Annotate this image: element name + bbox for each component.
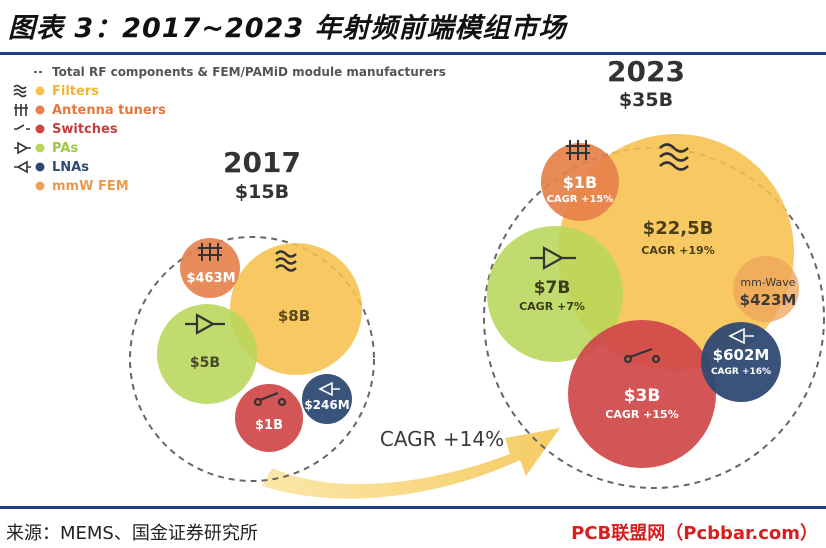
- pa-triangle-icon: [530, 246, 576, 270]
- value-2023-switches: $3B: [624, 386, 661, 406]
- lna-triangle-icon: [318, 381, 340, 397]
- legend-swatch-mmw: [35, 181, 45, 191]
- cagr-2023-antenna: CAGR +15%: [547, 194, 614, 205]
- legend-item-lnas: LNAs: [14, 160, 89, 175]
- legend-item-mmw: mmW FEM: [35, 179, 129, 194]
- lna-triangle-icon: [728, 327, 754, 345]
- pa-triangle-icon: [185, 313, 225, 335]
- legend-swatch-pas: [35, 143, 45, 153]
- switch-icon: [14, 124, 30, 130]
- title-bar: 图表 3：2017~2023 年射频前端模组市场: [0, 0, 826, 55]
- watermark: PCB联盟网（Pcbbar.com）: [571, 523, 818, 544]
- antenna-tuner-icon: [198, 243, 222, 261]
- value-2023-mmw: $423M: [740, 291, 797, 309]
- source-note: 来源：MEMS、国金证券研究所: [6, 523, 258, 544]
- legend-label-switches: Switches: [52, 122, 118, 137]
- value-2017-switches: $1B: [255, 418, 283, 433]
- legend-label-lnas: LNAs: [52, 160, 89, 175]
- year-2017-label: 2017: [223, 146, 301, 179]
- bubble-2023-lnas: [701, 322, 781, 402]
- bubble-2017-antenna: [180, 238, 240, 298]
- total-2017-label: $15B: [235, 181, 289, 203]
- switch-icon: [253, 391, 287, 407]
- legend-label-pas: PAs: [52, 141, 78, 156]
- legend-swatch-lnas: [35, 162, 45, 172]
- cagr-2023-filters: CAGR +19%: [641, 244, 714, 257]
- bubble-2017-lnas: [302, 374, 352, 424]
- legend-swatch-antenna: [35, 105, 45, 115]
- legend-label-total: Total RF components & FEM/PAMiD module m…: [52, 65, 446, 79]
- chart-area: CAGR +14% Total RF components & FEM/PAMi…: [0, 55, 826, 508]
- value-2023-lnas: $602M: [713, 346, 770, 364]
- label-2023-mmw: mm-Wave: [740, 276, 795, 289]
- total-2017-outline: [129, 236, 375, 482]
- value-2017-antenna: $463M: [186, 271, 235, 286]
- overall-cagr-label: CAGR +14%: [380, 427, 504, 451]
- total-2023-outline: [483, 147, 825, 489]
- bubble-2023-antenna: [541, 143, 619, 221]
- legend-item-switches: Switches: [14, 122, 118, 137]
- value-2017-filters: $8B: [278, 307, 310, 325]
- lna-triangle-icon: [14, 160, 31, 174]
- growth-arrow: [262, 428, 560, 499]
- value-2023-pas: $7B: [534, 278, 571, 298]
- page-title: 图表 3：2017~2023 年射频前端模组市场: [8, 13, 567, 44]
- bubble-2017-pas: [157, 304, 257, 404]
- value-2017-lnas: $246M: [304, 398, 349, 412]
- legend-label-filters: Filters: [52, 84, 99, 99]
- value-2023-filters: $22,5B: [643, 218, 714, 239]
- bubble-2023-pas: [487, 226, 623, 362]
- bubble-chart: CAGR +14% Total RF components & FEM/PAMi…: [13, 55, 825, 499]
- legend-swatch-switches: [35, 124, 45, 134]
- filter-wave-icon: [13, 84, 27, 98]
- pa-triangle-icon: [14, 141, 31, 155]
- legend-label-antenna: Antenna tuners: [52, 103, 166, 118]
- total-2023-label: $35B: [619, 89, 673, 111]
- value-2023-antenna: $1B: [563, 173, 597, 192]
- cagr-2023-switches: CAGR +15%: [605, 408, 678, 421]
- legend: Total RF components & FEM/PAMiD module m…: [13, 65, 446, 194]
- legend-item-pas: PAs: [14, 141, 78, 156]
- filter-wave-icon: [275, 250, 297, 272]
- legend-item-filters: Filters: [13, 84, 99, 99]
- year-2023-label: 2023: [607, 56, 685, 88]
- legend-item-total: Total RF components & FEM/PAMiD module m…: [34, 65, 446, 79]
- footer: 来源：MEMS、国金证券研究所 PCB联盟网（Pcbbar.com）: [0, 506, 826, 548]
- filter-wave-icon: [659, 143, 689, 171]
- legend-label-mmw: mmW FEM: [52, 179, 129, 194]
- bubble-2017-switches: [235, 384, 303, 452]
- antenna-tuner-icon: [14, 104, 28, 116]
- legend-swatch-filters: [35, 86, 45, 96]
- cagr-2023-pas: CAGR +7%: [519, 300, 585, 313]
- value-2017-pas: $5B: [190, 355, 220, 371]
- antenna-tuner-icon: [566, 140, 590, 160]
- bubble-2023-mmw: [733, 256, 799, 322]
- cagr-2023-lnas: CAGR +16%: [711, 367, 771, 377]
- bubble-2023-switches: [568, 320, 716, 468]
- switch-icon: [623, 347, 661, 364]
- bubble-2017-filters: [230, 243, 362, 375]
- legend-item-antenna: Antenna tuners: [14, 103, 166, 118]
